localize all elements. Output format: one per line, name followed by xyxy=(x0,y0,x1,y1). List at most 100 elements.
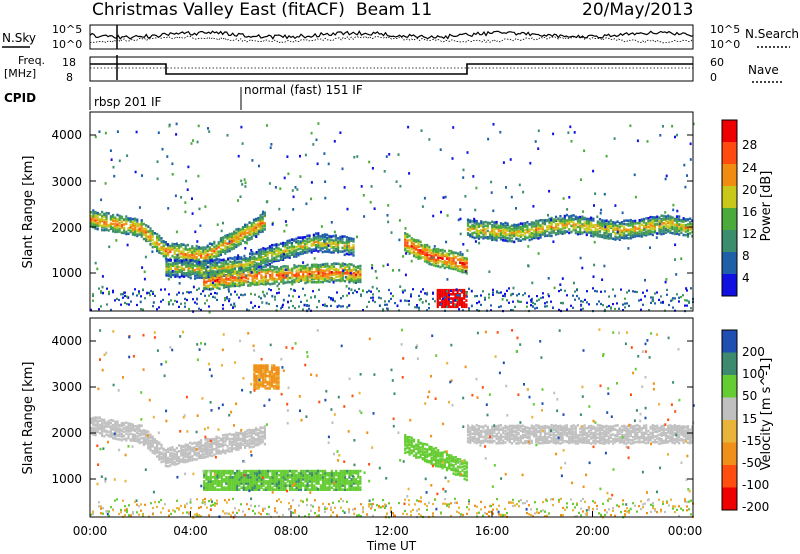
power-cell xyxy=(343,246,346,250)
power-cell xyxy=(692,122,695,126)
velocity-cell xyxy=(295,478,298,481)
power-cell xyxy=(632,290,634,293)
power-cell xyxy=(255,223,258,226)
power-cell xyxy=(259,218,262,221)
velocity-cell xyxy=(321,476,325,479)
power-cell xyxy=(521,233,525,237)
power-cell xyxy=(406,250,409,253)
velocity-cell xyxy=(302,476,305,479)
power-cell xyxy=(140,223,143,226)
power-cell xyxy=(454,293,457,296)
power-cell xyxy=(255,283,259,286)
power-cell xyxy=(640,233,643,236)
power-cell xyxy=(492,288,494,291)
power-cell xyxy=(169,258,172,262)
power-cell xyxy=(306,237,309,241)
power-cell xyxy=(262,256,265,259)
velocity-cell xyxy=(142,443,145,447)
power-cell xyxy=(543,231,547,234)
power-cell xyxy=(287,172,290,176)
power-cell xyxy=(636,234,639,238)
power-cell xyxy=(508,229,511,233)
power-cell xyxy=(401,289,404,293)
power-cb-8: 8 xyxy=(742,249,750,263)
velocity-cell xyxy=(230,449,233,453)
power-cell xyxy=(441,291,444,294)
power-cell xyxy=(588,303,590,306)
power-cell xyxy=(304,242,307,246)
power-cb-16: 16 xyxy=(742,205,757,219)
power-cell xyxy=(594,223,597,227)
power-cell xyxy=(233,261,236,265)
power-cell xyxy=(285,223,288,227)
power-cell xyxy=(335,275,338,279)
velocity-cell xyxy=(206,450,209,454)
power-cell xyxy=(105,218,108,222)
velocity-cell xyxy=(142,429,145,432)
power-cell xyxy=(286,248,289,251)
power-cell xyxy=(568,217,571,220)
power-cell xyxy=(548,224,551,228)
velocity-cell xyxy=(101,432,104,436)
power-cell xyxy=(499,222,503,225)
power-cell xyxy=(624,302,626,305)
power-cell xyxy=(253,270,256,274)
velocity-cell xyxy=(264,476,267,479)
power-cell xyxy=(346,278,349,281)
power-cell xyxy=(293,278,296,282)
power-cell xyxy=(620,233,624,237)
power-cell xyxy=(408,234,411,238)
power-cell xyxy=(528,232,531,235)
power-cell xyxy=(101,210,104,214)
power-cell xyxy=(217,243,220,247)
velocity-cell xyxy=(203,471,206,475)
power-cell xyxy=(450,301,452,304)
power-cell xyxy=(554,215,558,219)
power-cell xyxy=(354,289,356,292)
power-cell xyxy=(323,152,326,155)
velocity-cell xyxy=(140,429,143,433)
velocity-cell xyxy=(269,486,272,489)
velocity-cell xyxy=(284,482,287,485)
power-cell xyxy=(502,294,504,297)
power-cell xyxy=(359,270,362,274)
velocity-cell xyxy=(109,426,112,430)
power-cell xyxy=(488,293,490,296)
velocity-cell xyxy=(208,448,211,452)
power-cell xyxy=(169,273,172,277)
power-cell xyxy=(156,243,159,247)
power-cell xyxy=(227,285,230,289)
power-cell xyxy=(473,226,476,229)
power-cell xyxy=(118,218,121,222)
power-cell xyxy=(482,232,485,236)
power-cell xyxy=(634,219,637,223)
power-cell xyxy=(261,221,264,225)
power-cell xyxy=(178,261,181,264)
power-cell xyxy=(415,254,418,257)
power-cell xyxy=(353,155,356,159)
velocity-cell xyxy=(237,443,240,447)
power-cell xyxy=(659,134,662,137)
power-cell xyxy=(237,234,240,237)
power-cell xyxy=(169,263,172,266)
power-cell xyxy=(187,271,190,275)
power-cell xyxy=(521,237,525,241)
power-cell xyxy=(138,206,141,209)
power-cell xyxy=(219,250,222,253)
power-cell xyxy=(264,260,267,263)
velocity-cell xyxy=(246,435,249,438)
power-cell xyxy=(506,299,508,302)
power-cell xyxy=(125,230,128,234)
power-cell xyxy=(299,279,303,282)
velocity-cell xyxy=(197,448,200,451)
power-cell xyxy=(210,292,212,295)
velocity-cell xyxy=(222,478,226,481)
power-cell xyxy=(546,225,549,228)
power-cell xyxy=(574,217,577,221)
power-cell xyxy=(484,236,487,239)
velocity-cell xyxy=(131,425,134,429)
power-cell xyxy=(590,234,593,238)
power-cell xyxy=(282,252,285,256)
velocity-cell xyxy=(308,471,311,475)
power-cell xyxy=(284,253,287,257)
